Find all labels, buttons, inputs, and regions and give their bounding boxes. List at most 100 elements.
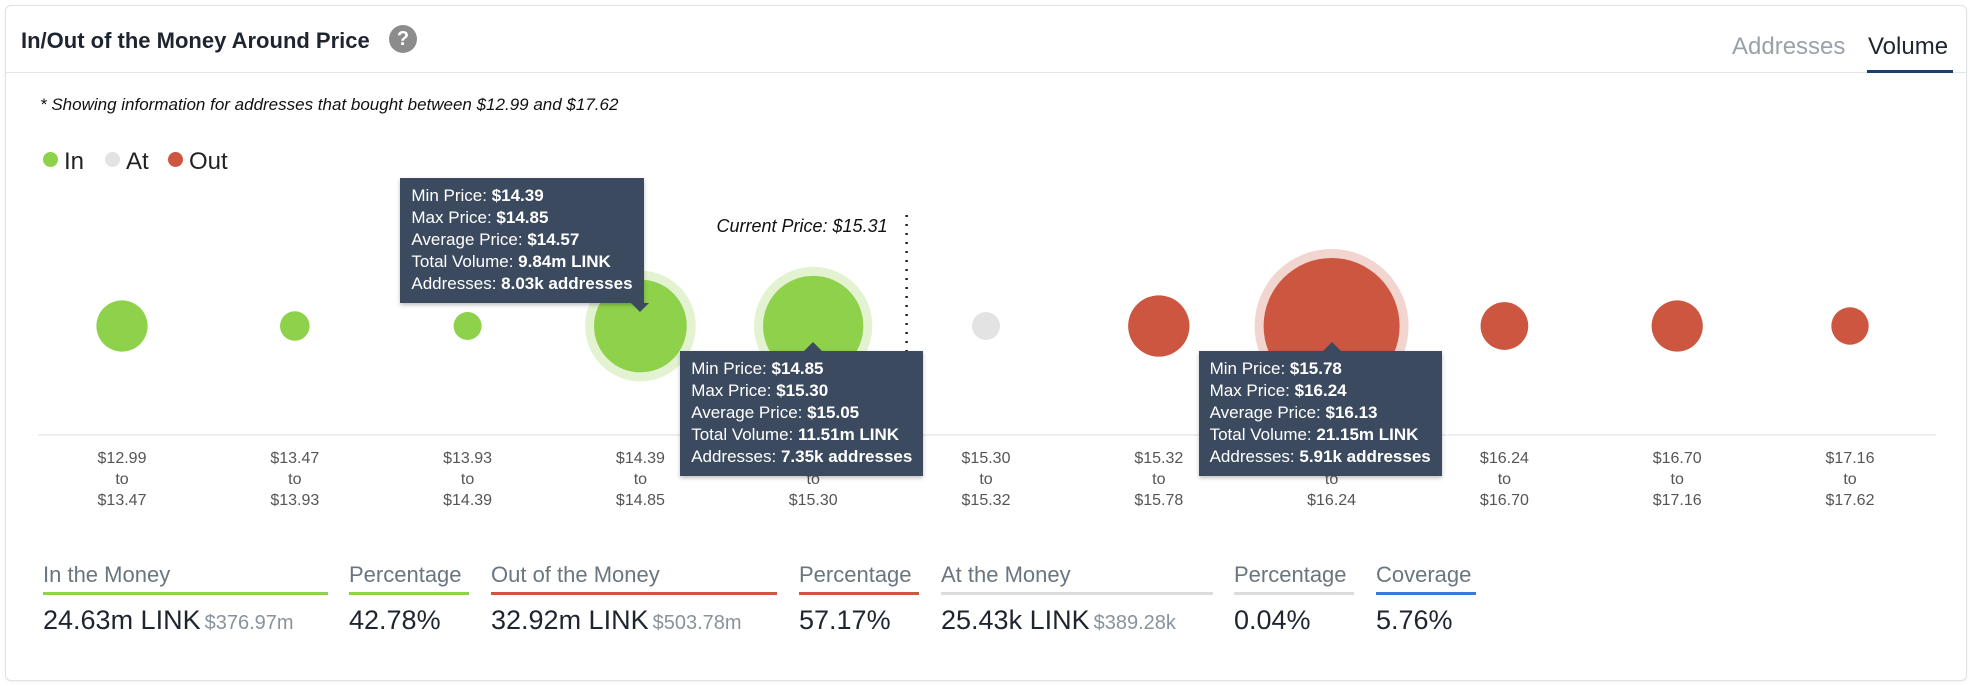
help-icon[interactable]: ? — [389, 25, 417, 53]
x-tick-label: $17.16 — [1826, 450, 1875, 467]
stat-label: Percentage — [1234, 562, 1347, 587]
tab-addresses[interactable]: Addresses — [1732, 33, 1846, 60]
stat-label: In the Money — [43, 562, 171, 587]
stat-value: 0.04% — [1234, 605, 1311, 635]
stat-in-percentage: Percentage 42.78% — [349, 562, 469, 636]
x-tick-label: $16.24 — [1307, 492, 1356, 509]
x-tick-label: $16.70 — [1480, 492, 1529, 509]
tooltip-row: Min Price: $14.39 — [411, 186, 544, 205]
bubble-in[interactable] — [96, 300, 148, 352]
x-tick-label: $15.32 — [1134, 450, 1183, 467]
tooltip-row: Addresses: 8.03k addresses — [411, 274, 633, 293]
x-tick-label: to — [288, 471, 301, 488]
x-tick-label: $15.78 — [1134, 492, 1183, 509]
stat-label: Percentage — [349, 562, 462, 587]
x-tick-label: to — [461, 471, 474, 488]
x-tick-label: to — [979, 471, 992, 488]
bubble-tooltip: Min Price: $15.78 Max Price: $16.24 Averag… — [1198, 342, 1442, 476]
bubble-out[interactable] — [1128, 295, 1190, 357]
legend-at-label: At — [126, 148, 149, 175]
x-tick-label: to — [1152, 471, 1165, 488]
x-tick-label: $13.93 — [270, 492, 319, 509]
stat-coverage: Coverage 5.76% — [1376, 562, 1476, 636]
stat-bar — [491, 592, 777, 595]
bubble-tooltip: Min Price: $14.85 Max Price: $15.30 Averag… — [680, 342, 924, 476]
bubble-in[interactable] — [280, 311, 310, 341]
stat-bar — [349, 592, 469, 595]
stat-value: 25.43k LINK $389.28k — [941, 605, 1176, 635]
stat-bar — [941, 592, 1213, 595]
stat-value: 24.63m LINK $376.97m — [43, 605, 294, 635]
x-tick-label: to — [1671, 471, 1684, 488]
x-tick-label: $14.39 — [616, 450, 665, 467]
x-tick-label: $14.39 — [443, 492, 492, 509]
x-tick-label: $12.99 — [98, 450, 147, 467]
stat-label: Out of the Money — [491, 562, 660, 587]
legend-out-dot — [168, 152, 183, 167]
x-tick-label: $17.16 — [1653, 492, 1702, 509]
bubble-in[interactable] — [453, 312, 482, 340]
stat-value: 32.92m LINK $503.78m — [491, 605, 742, 635]
tooltip-row: Addresses: 5.91k addresses — [1209, 447, 1431, 466]
stat-at-the-money: At the Money 25.43k LINK $389.28k — [941, 562, 1213, 636]
legend-item-at[interactable]: At — [105, 148, 149, 176]
tooltip-row: Total Volume: 11.51m LINK — [691, 425, 900, 444]
stat-value: 42.78% — [349, 605, 441, 635]
stat-label: At the Money — [941, 562, 1071, 587]
bubble-tooltip: Min Price: $14.39 Max Price: $14.85 Averag… — [400, 178, 650, 312]
current-price-label: Current Price: $15.31 — [717, 216, 888, 236]
bubble-out[interactable] — [1651, 300, 1703, 352]
tooltip-row: Min Price: $14.85 — [691, 359, 824, 378]
x-tick-label: $16.24 — [1480, 450, 1529, 467]
tooltip-row: Total Volume: 21.15m LINK — [1209, 425, 1419, 444]
legend-item-in[interactable]: In — [43, 148, 84, 176]
x-tick-label: $13.47 — [270, 450, 319, 467]
stat-bar — [1234, 592, 1354, 595]
stat-value: 57.17% — [799, 605, 891, 635]
x-tick-label: $15.30 — [789, 492, 838, 509]
tooltip-row: Average Price: $15.05 — [691, 403, 860, 422]
tooltip-row: Max Price: $14.85 — [411, 208, 549, 227]
tab-volume[interactable]: Volume — [1868, 33, 1949, 60]
tooltip-row: Max Price: $15.30 — [691, 381, 829, 400]
tooltip-arrow — [631, 303, 650, 312]
legend-item-out[interactable]: Out — [168, 148, 228, 176]
legend-in-label: In — [64, 148, 85, 175]
stat-out-of-the-money: Out of the Money 32.92m LINK $503.78m — [491, 562, 777, 636]
tooltip-row: Addresses: 7.35k addresses — [691, 447, 913, 466]
x-tick-label: $13.47 — [98, 492, 147, 509]
bubble-at[interactable] — [972, 312, 1000, 340]
range-note: * Showing information for addresses that… — [40, 95, 619, 114]
tooltip-row: Total Volume: 9.84m LINK — [411, 252, 611, 271]
tooltip-row: Min Price: $15.78 — [1209, 359, 1342, 378]
stat-label: Percentage — [799, 562, 912, 587]
stat-bar — [1376, 592, 1476, 595]
x-tick-label: to — [634, 471, 647, 488]
x-tick-label: $17.62 — [1826, 492, 1875, 509]
x-tick-label: $15.30 — [962, 450, 1011, 467]
in-out-money-card: In/Out of the Money Around Price ? Addre… — [5, 5, 1967, 681]
x-tick-label: $15.32 — [962, 492, 1011, 509]
stat-bar — [43, 592, 328, 595]
legend-at-dot — [105, 152, 120, 167]
stat-value: 5.76% — [1376, 605, 1453, 635]
x-tick-label: to — [115, 471, 128, 488]
card-header: In/Out of the Money Around Price ? Addre… — [6, 6, 1966, 73]
x-tick-label: $13.93 — [443, 450, 492, 467]
stat-label: Coverage — [1376, 562, 1472, 587]
tooltip-row: Max Price: $16.24 — [1209, 381, 1347, 400]
x-tick-label: to — [1843, 471, 1856, 488]
tooltip-row: Average Price: $16.13 — [1209, 403, 1378, 422]
tooltip-arrow — [804, 342, 823, 351]
stat-in-the-money: In the Money 24.63m LINK $376.97m — [43, 562, 328, 636]
x-tick-label: $16.70 — [1653, 450, 1702, 467]
bubble-out[interactable] — [1831, 307, 1869, 345]
card-title: In/Out of the Money Around Price — [21, 28, 370, 53]
legend-in-dot — [43, 152, 58, 167]
x-tick-label: $14.85 — [616, 492, 665, 509]
tooltip-arrow — [1322, 342, 1341, 351]
stat-bar — [799, 592, 919, 595]
bubble-out[interactable] — [1480, 302, 1529, 350]
active-tab-indicator — [1867, 70, 1953, 73]
stat-at-percentage: Percentage 0.04% — [1234, 562, 1354, 636]
